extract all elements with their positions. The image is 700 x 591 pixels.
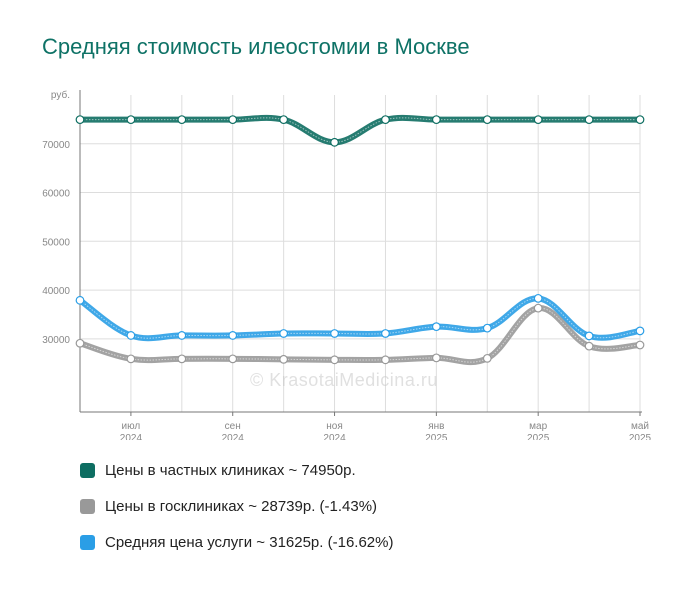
data-point-state bbox=[482, 353, 492, 363]
x-tick-label-month: ноя bbox=[326, 421, 343, 432]
x-tick-label-month: мар bbox=[529, 421, 547, 432]
watermark: © KrasotaiMedicina.ru bbox=[250, 370, 438, 390]
data-point-state bbox=[177, 354, 187, 364]
x-tick-label-month: янв bbox=[428, 421, 444, 432]
legend-swatch-average bbox=[80, 534, 95, 550]
x-tick-label-year: 2024 bbox=[222, 433, 245, 440]
data-point-state bbox=[126, 354, 136, 364]
data-point-average bbox=[330, 329, 339, 338]
data-point-state bbox=[228, 354, 238, 364]
legend-label-private: Цены в частных клиниках ~ 74950р. bbox=[105, 461, 356, 479]
data-point-average bbox=[75, 295, 85, 305]
data-point-state bbox=[431, 353, 441, 363]
x-tick-label-year: 2025 bbox=[629, 433, 652, 440]
data-point-private bbox=[431, 115, 441, 125]
legend-swatch-private bbox=[80, 462, 95, 478]
x-tick-label-year: 2024 bbox=[323, 433, 346, 440]
data-point-state bbox=[635, 340, 645, 350]
data-point-average bbox=[533, 293, 543, 303]
data-point-average bbox=[177, 331, 187, 340]
data-point-private bbox=[330, 137, 339, 147]
data-point-private bbox=[177, 115, 187, 125]
data-point-private bbox=[482, 115, 492, 125]
data-point-private bbox=[228, 115, 238, 125]
x-tick-label-month: сен bbox=[225, 421, 241, 432]
y-unit-label: руб. bbox=[51, 89, 70, 101]
series-line-texture-private bbox=[80, 117, 640, 143]
x-tick-label-year: 2024 bbox=[120, 433, 143, 440]
chart-title: Средняя стоимость илеостомии в Москве bbox=[42, 34, 470, 59]
legend-item-private[interactable]: Цены в частных клиниках ~ 74950р. bbox=[80, 460, 393, 480]
data-point-average bbox=[126, 331, 136, 340]
legend-item-average[interactable]: Средняя цена услуги ~ 31625р. (-16.62%) bbox=[80, 532, 393, 552]
legend: Цены в частных клиниках ~ 74950р. Цены в… bbox=[80, 460, 393, 568]
data-point-state bbox=[75, 338, 85, 348]
data-point-private bbox=[75, 115, 85, 125]
data-point-private bbox=[126, 115, 136, 125]
legend-item-state[interactable]: Цены в госклиниках ~ 28739р. (-1.43%) bbox=[80, 496, 393, 516]
legend-swatch-state bbox=[80, 498, 95, 514]
data-point-average bbox=[584, 331, 594, 341]
y-tick-label: 40000 bbox=[42, 286, 70, 297]
x-tick-label-month: май bbox=[631, 421, 649, 432]
axes: 3000040000500006000070000руб.июл2024сен2… bbox=[42, 89, 651, 440]
data-point-average bbox=[635, 326, 645, 336]
y-tick-label: 50000 bbox=[42, 237, 70, 248]
data-point-private bbox=[533, 115, 543, 125]
y-tick-label: 70000 bbox=[42, 140, 70, 151]
y-tick-label: 60000 bbox=[42, 189, 70, 200]
y-tick-label: 30000 bbox=[42, 335, 70, 346]
legend-label-state: Цены в госклиниках ~ 28739р. (-1.43%) bbox=[105, 497, 378, 515]
legend-label-average: Средняя цена услуги ~ 31625р. (-16.62%) bbox=[105, 533, 394, 551]
data-point-average bbox=[279, 329, 289, 338]
x-tick-label-year: 2025 bbox=[527, 433, 550, 440]
data-point-private bbox=[381, 115, 390, 125]
data-point-state bbox=[584, 341, 594, 351]
data-point-private bbox=[584, 115, 594, 125]
data-point-average bbox=[431, 322, 441, 332]
data-point-average bbox=[482, 323, 492, 333]
x-tick-label-month: июл bbox=[122, 421, 141, 432]
data-point-private bbox=[635, 115, 645, 125]
data-point-state bbox=[381, 355, 390, 365]
data-point-state bbox=[533, 303, 543, 313]
series-line-private bbox=[77, 114, 643, 146]
data-point-state bbox=[279, 354, 289, 364]
data-point-average bbox=[381, 329, 390, 338]
data-point-state bbox=[330, 355, 339, 365]
series-group bbox=[77, 114, 643, 366]
points-group bbox=[75, 115, 645, 365]
data-point-average bbox=[228, 331, 238, 340]
grid bbox=[79, 95, 641, 412]
data-point-private bbox=[279, 115, 289, 125]
line-chart: 3000040000500006000070000руб.июл2024сен2… bbox=[42, 89, 651, 440]
x-tick-label-year: 2025 bbox=[425, 433, 448, 440]
